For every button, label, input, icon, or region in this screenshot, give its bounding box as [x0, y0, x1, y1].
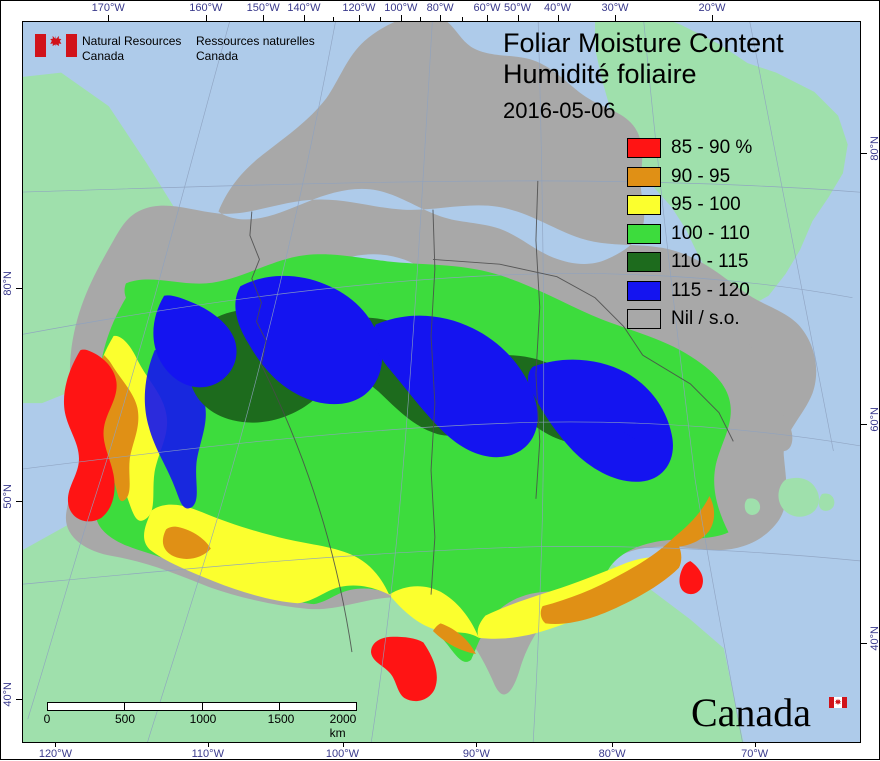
svg-text:Canada: Canada — [691, 694, 811, 734]
